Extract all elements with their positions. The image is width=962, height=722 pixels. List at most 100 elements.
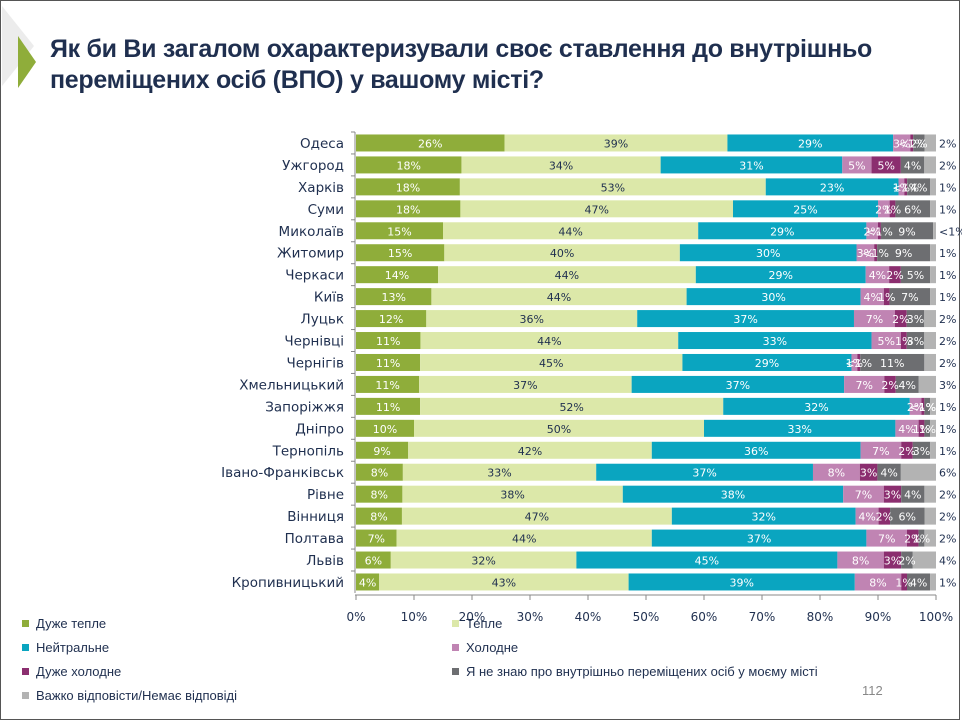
x-tick-label: 20% — [459, 610, 486, 624]
bar-segment — [912, 441, 931, 459]
y-tick-label: Чернігів — [286, 355, 344, 371]
bar-segment — [883, 551, 902, 569]
bar-data-label: 3% — [884, 555, 901, 568]
bar-data-label: 2% — [898, 555, 915, 568]
y-tick-label: Кропивницький — [232, 575, 344, 591]
x-tick-label: 90% — [865, 610, 892, 624]
bar-data-label: 6% — [365, 555, 382, 568]
bar-data-label: 2% — [939, 313, 956, 326]
bar-data-label: 2% — [939, 533, 956, 546]
bar-data-label: 9% — [895, 247, 912, 260]
bar-segment — [894, 310, 907, 328]
y-axis-labels: Одеса Ужгород Харків Суми Миколаїв Житомир Чер… — [221, 136, 344, 591]
bar-data-label: 4% — [869, 269, 886, 282]
bar-segment — [883, 288, 890, 306]
bar-data-label: 29% — [769, 269, 793, 282]
bar-data-label: 8% — [370, 511, 387, 524]
y-tick-label: Хмельницький — [239, 377, 344, 393]
bar-data-label: 33% — [763, 335, 787, 348]
bar-data-label: 1% — [939, 445, 956, 458]
bar-segment — [843, 485, 884, 503]
bar-segment — [851, 353, 858, 371]
bar-data-label: 4% — [858, 511, 875, 524]
bar-segment — [356, 310, 427, 328]
bar-data-label: 7% — [866, 313, 883, 326]
bar-data-label: 3% — [860, 467, 877, 480]
bar-data-label: 2% — [939, 357, 956, 370]
bar-segment — [930, 441, 936, 459]
bar-segment — [878, 222, 881, 240]
bar-data-label: 36% — [520, 313, 544, 326]
bar-segment — [901, 551, 913, 569]
bar-data-label: 7% — [901, 291, 918, 304]
bar-data-label: 1% — [939, 269, 956, 282]
bar-data-label: 37% — [747, 533, 771, 546]
y-tick-label: Тернопіль — [272, 443, 344, 459]
bar-segment — [596, 463, 813, 481]
bar-segment — [900, 156, 925, 174]
bar-segment — [890, 507, 925, 525]
bar-segment — [901, 485, 925, 503]
bar-segment — [356, 156, 462, 174]
bar-data-label: 36% — [744, 445, 768, 458]
bar-data-label: 1% — [913, 423, 930, 436]
legend-label: Дуже холодне — [36, 664, 122, 679]
bar-data-label: 2% — [939, 335, 956, 348]
bar-data-label: 11% — [376, 401, 400, 414]
bar-data-label: 11% — [880, 357, 904, 370]
bar-segment — [842, 156, 872, 174]
bar-segment — [906, 310, 925, 328]
bar-segment — [686, 288, 861, 306]
legend-label: Я не знаю про внутрішньо переміщених осі… — [466, 664, 818, 679]
bar-segment — [356, 507, 402, 525]
bar-segment — [402, 485, 623, 503]
bar-data-label: 1% — [939, 291, 956, 304]
bar-segment — [895, 200, 931, 218]
bar-segment — [628, 573, 855, 591]
bar-data-label: 4% — [880, 467, 897, 480]
bar-data-label: <1% — [898, 137, 925, 150]
legend-swatch — [22, 620, 29, 627]
bar-data-label: 45% — [539, 357, 563, 370]
bar-segment — [765, 178, 899, 196]
y-tick-label: Запоріжжя — [265, 399, 344, 415]
bar-segment — [866, 222, 878, 240]
bar-data-label: 37% — [692, 467, 716, 480]
bar-segment — [622, 485, 844, 503]
x-tick-label: 70% — [749, 610, 776, 624]
chart-legend: Дуже тепле Тепле Нейтральне Холодне Дуже… — [22, 616, 922, 716]
bar-data-label: 6% — [904, 203, 921, 216]
bar-segment — [390, 551, 577, 569]
bar-segment — [356, 573, 380, 591]
bar-data-label: 2% — [863, 225, 880, 238]
bar-segment — [356, 419, 414, 437]
legend-label: Тепле — [466, 616, 503, 631]
bar-data-label: 1% — [939, 247, 956, 260]
bar-segment — [865, 266, 890, 284]
bar-segment — [895, 419, 919, 437]
green-arrow-icon — [18, 36, 36, 88]
bar-data-label: <1% — [892, 181, 919, 194]
bar-segment — [420, 332, 679, 350]
bar-segment — [854, 573, 902, 591]
legend-label: Холодне — [466, 640, 519, 655]
bar-data-label: 10% — [373, 423, 397, 436]
bar-data-label: 2% — [875, 203, 892, 216]
bar-data-label: 2% — [939, 159, 956, 172]
bar-data-label: 4% — [910, 181, 927, 194]
bar-data-label: 4% — [359, 576, 376, 589]
bar-segment — [414, 419, 704, 437]
bar-segment — [907, 178, 931, 196]
bar-segment — [910, 134, 914, 152]
y-tick-label: Ужгород — [282, 158, 344, 174]
bar-data-label: 39% — [604, 137, 628, 150]
bar-segment — [871, 332, 901, 350]
bar-segment — [637, 310, 854, 328]
bar-segment — [907, 573, 931, 591]
bar-segment — [924, 353, 936, 371]
bar-segment — [860, 288, 884, 306]
bar-segment — [877, 244, 931, 262]
bar-data-label: 7% — [368, 533, 385, 546]
